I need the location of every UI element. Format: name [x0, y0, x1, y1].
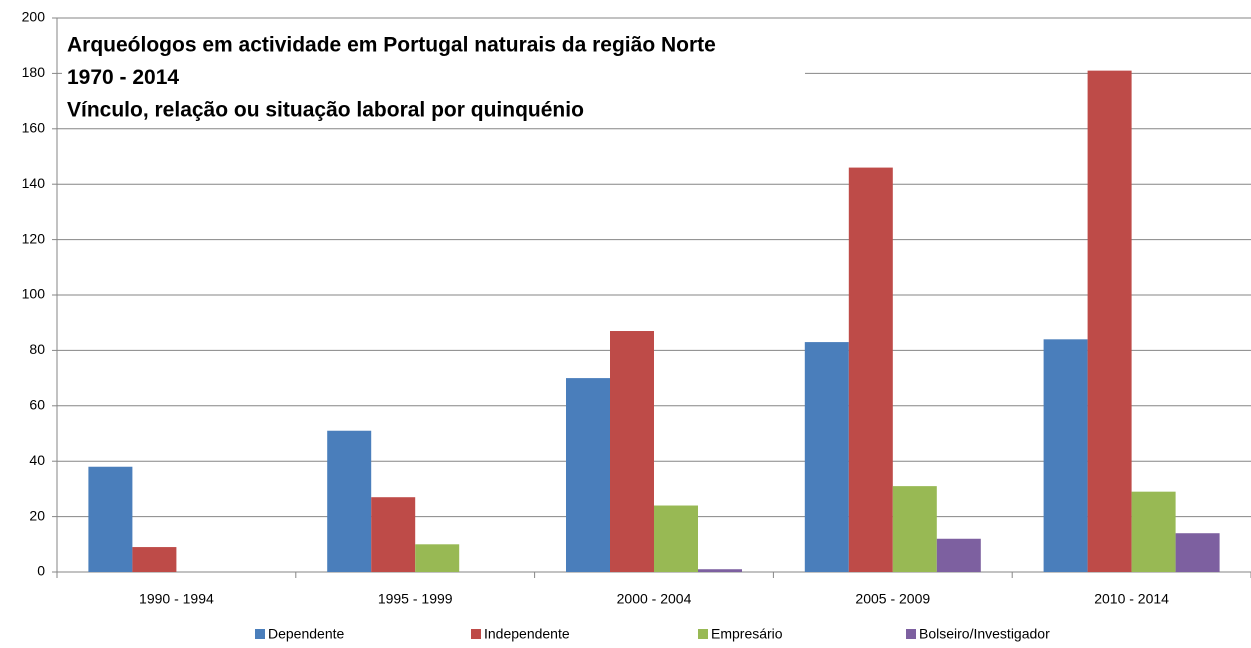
legend-label: Dependente	[268, 626, 345, 642]
chart-title: Arqueólogos em actividade em Portugal na…	[67, 34, 716, 57]
bar	[1043, 339, 1088, 572]
y-tick-label: 0	[37, 563, 45, 579]
y-tick-label: 20	[29, 507, 45, 523]
bar	[1131, 491, 1176, 572]
bar	[1087, 70, 1132, 572]
legend-swatch	[906, 629, 916, 639]
bar	[132, 547, 177, 572]
x-tick-label: 2000 - 2004	[617, 591, 692, 607]
y-tick-label: 80	[29, 341, 45, 357]
y-tick-label: 140	[22, 175, 46, 191]
x-tick-label: 2010 - 2014	[1094, 591, 1169, 607]
bar	[804, 342, 849, 572]
bar	[415, 544, 460, 572]
y-tick-label: 160	[22, 120, 46, 136]
chart-title: Vínculo, relação ou situação laboral por…	[67, 99, 584, 122]
bar	[848, 167, 893, 572]
y-tick-label: 180	[22, 64, 46, 80]
bar	[371, 497, 416, 572]
legend-label: Empresário	[711, 626, 783, 642]
bar	[698, 569, 742, 572]
x-tick-label: 1995 - 1999	[378, 591, 453, 607]
legend-swatch	[698, 629, 708, 639]
x-tick-label: 1990 - 1994	[139, 591, 214, 607]
legend-swatch	[255, 629, 265, 639]
y-tick-label: 200	[22, 9, 46, 25]
y-tick-label: 60	[29, 397, 45, 413]
legend-label: Independente	[484, 626, 570, 642]
bar	[610, 331, 654, 572]
y-tick-label: 40	[29, 452, 45, 468]
legend-label: Bolseiro/Investigador	[919, 626, 1050, 642]
chart-title: 1970 - 2014	[67, 66, 179, 89]
bar	[327, 430, 372, 572]
bar	[892, 486, 937, 572]
title-box	[62, 25, 805, 128]
bar	[936, 538, 981, 572]
bar	[1175, 533, 1220, 572]
y-tick-label: 120	[22, 230, 46, 246]
y-tick-label: 100	[22, 286, 46, 302]
legend-swatch	[471, 629, 481, 639]
bar	[566, 378, 610, 572]
bar	[654, 505, 698, 572]
x-tick-label: 2005 - 2009	[855, 591, 930, 607]
bar	[88, 466, 133, 572]
